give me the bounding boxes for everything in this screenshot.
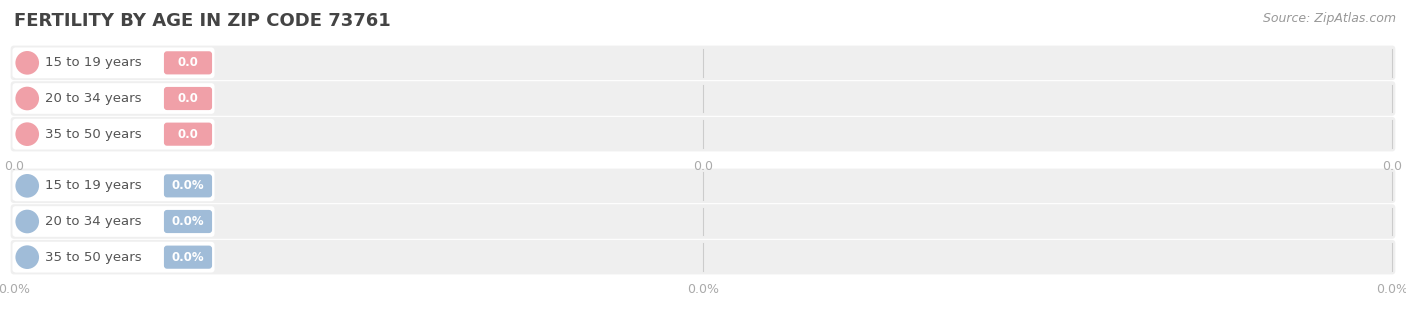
Text: 0.0%: 0.0% — [0, 283, 30, 296]
Text: 0.0%: 0.0% — [688, 283, 718, 296]
FancyBboxPatch shape — [11, 46, 1395, 80]
Text: 35 to 50 years: 35 to 50 years — [45, 251, 142, 264]
Text: 20 to 34 years: 20 to 34 years — [45, 92, 142, 105]
Circle shape — [15, 87, 39, 110]
FancyBboxPatch shape — [11, 169, 1395, 203]
Circle shape — [15, 51, 39, 75]
Text: FERTILITY BY AGE IN ZIP CODE 73761: FERTILITY BY AGE IN ZIP CODE 73761 — [14, 12, 391, 30]
FancyBboxPatch shape — [11, 204, 1395, 239]
Text: 0.0%: 0.0% — [172, 215, 204, 228]
Text: 0.0: 0.0 — [693, 160, 713, 173]
FancyBboxPatch shape — [165, 51, 212, 74]
Text: 0.0%: 0.0% — [172, 251, 204, 264]
Circle shape — [15, 210, 39, 233]
Text: 0.0%: 0.0% — [1376, 283, 1406, 296]
FancyBboxPatch shape — [11, 240, 1395, 275]
FancyBboxPatch shape — [11, 117, 1395, 151]
Text: 15 to 19 years: 15 to 19 years — [45, 179, 142, 192]
FancyBboxPatch shape — [165, 122, 212, 146]
FancyBboxPatch shape — [13, 171, 215, 201]
Text: 0.0: 0.0 — [4, 160, 24, 173]
FancyBboxPatch shape — [11, 81, 1395, 116]
FancyBboxPatch shape — [13, 119, 215, 149]
FancyBboxPatch shape — [13, 242, 215, 273]
Text: 15 to 19 years: 15 to 19 years — [45, 56, 142, 69]
FancyBboxPatch shape — [165, 246, 212, 269]
Text: 35 to 50 years: 35 to 50 years — [45, 128, 142, 141]
FancyBboxPatch shape — [13, 48, 215, 78]
Text: Source: ZipAtlas.com: Source: ZipAtlas.com — [1263, 12, 1396, 25]
Circle shape — [15, 245, 39, 269]
Text: 0.0%: 0.0% — [172, 179, 204, 192]
Text: 0.0: 0.0 — [177, 128, 198, 141]
Circle shape — [15, 174, 39, 198]
Text: 20 to 34 years: 20 to 34 years — [45, 215, 142, 228]
Text: 0.0: 0.0 — [177, 56, 198, 69]
FancyBboxPatch shape — [165, 210, 212, 233]
FancyBboxPatch shape — [165, 87, 212, 110]
Text: 0.0: 0.0 — [177, 92, 198, 105]
FancyBboxPatch shape — [13, 206, 215, 237]
FancyBboxPatch shape — [13, 83, 215, 114]
Text: 0.0: 0.0 — [1382, 160, 1402, 173]
Circle shape — [15, 122, 39, 146]
FancyBboxPatch shape — [165, 174, 212, 197]
